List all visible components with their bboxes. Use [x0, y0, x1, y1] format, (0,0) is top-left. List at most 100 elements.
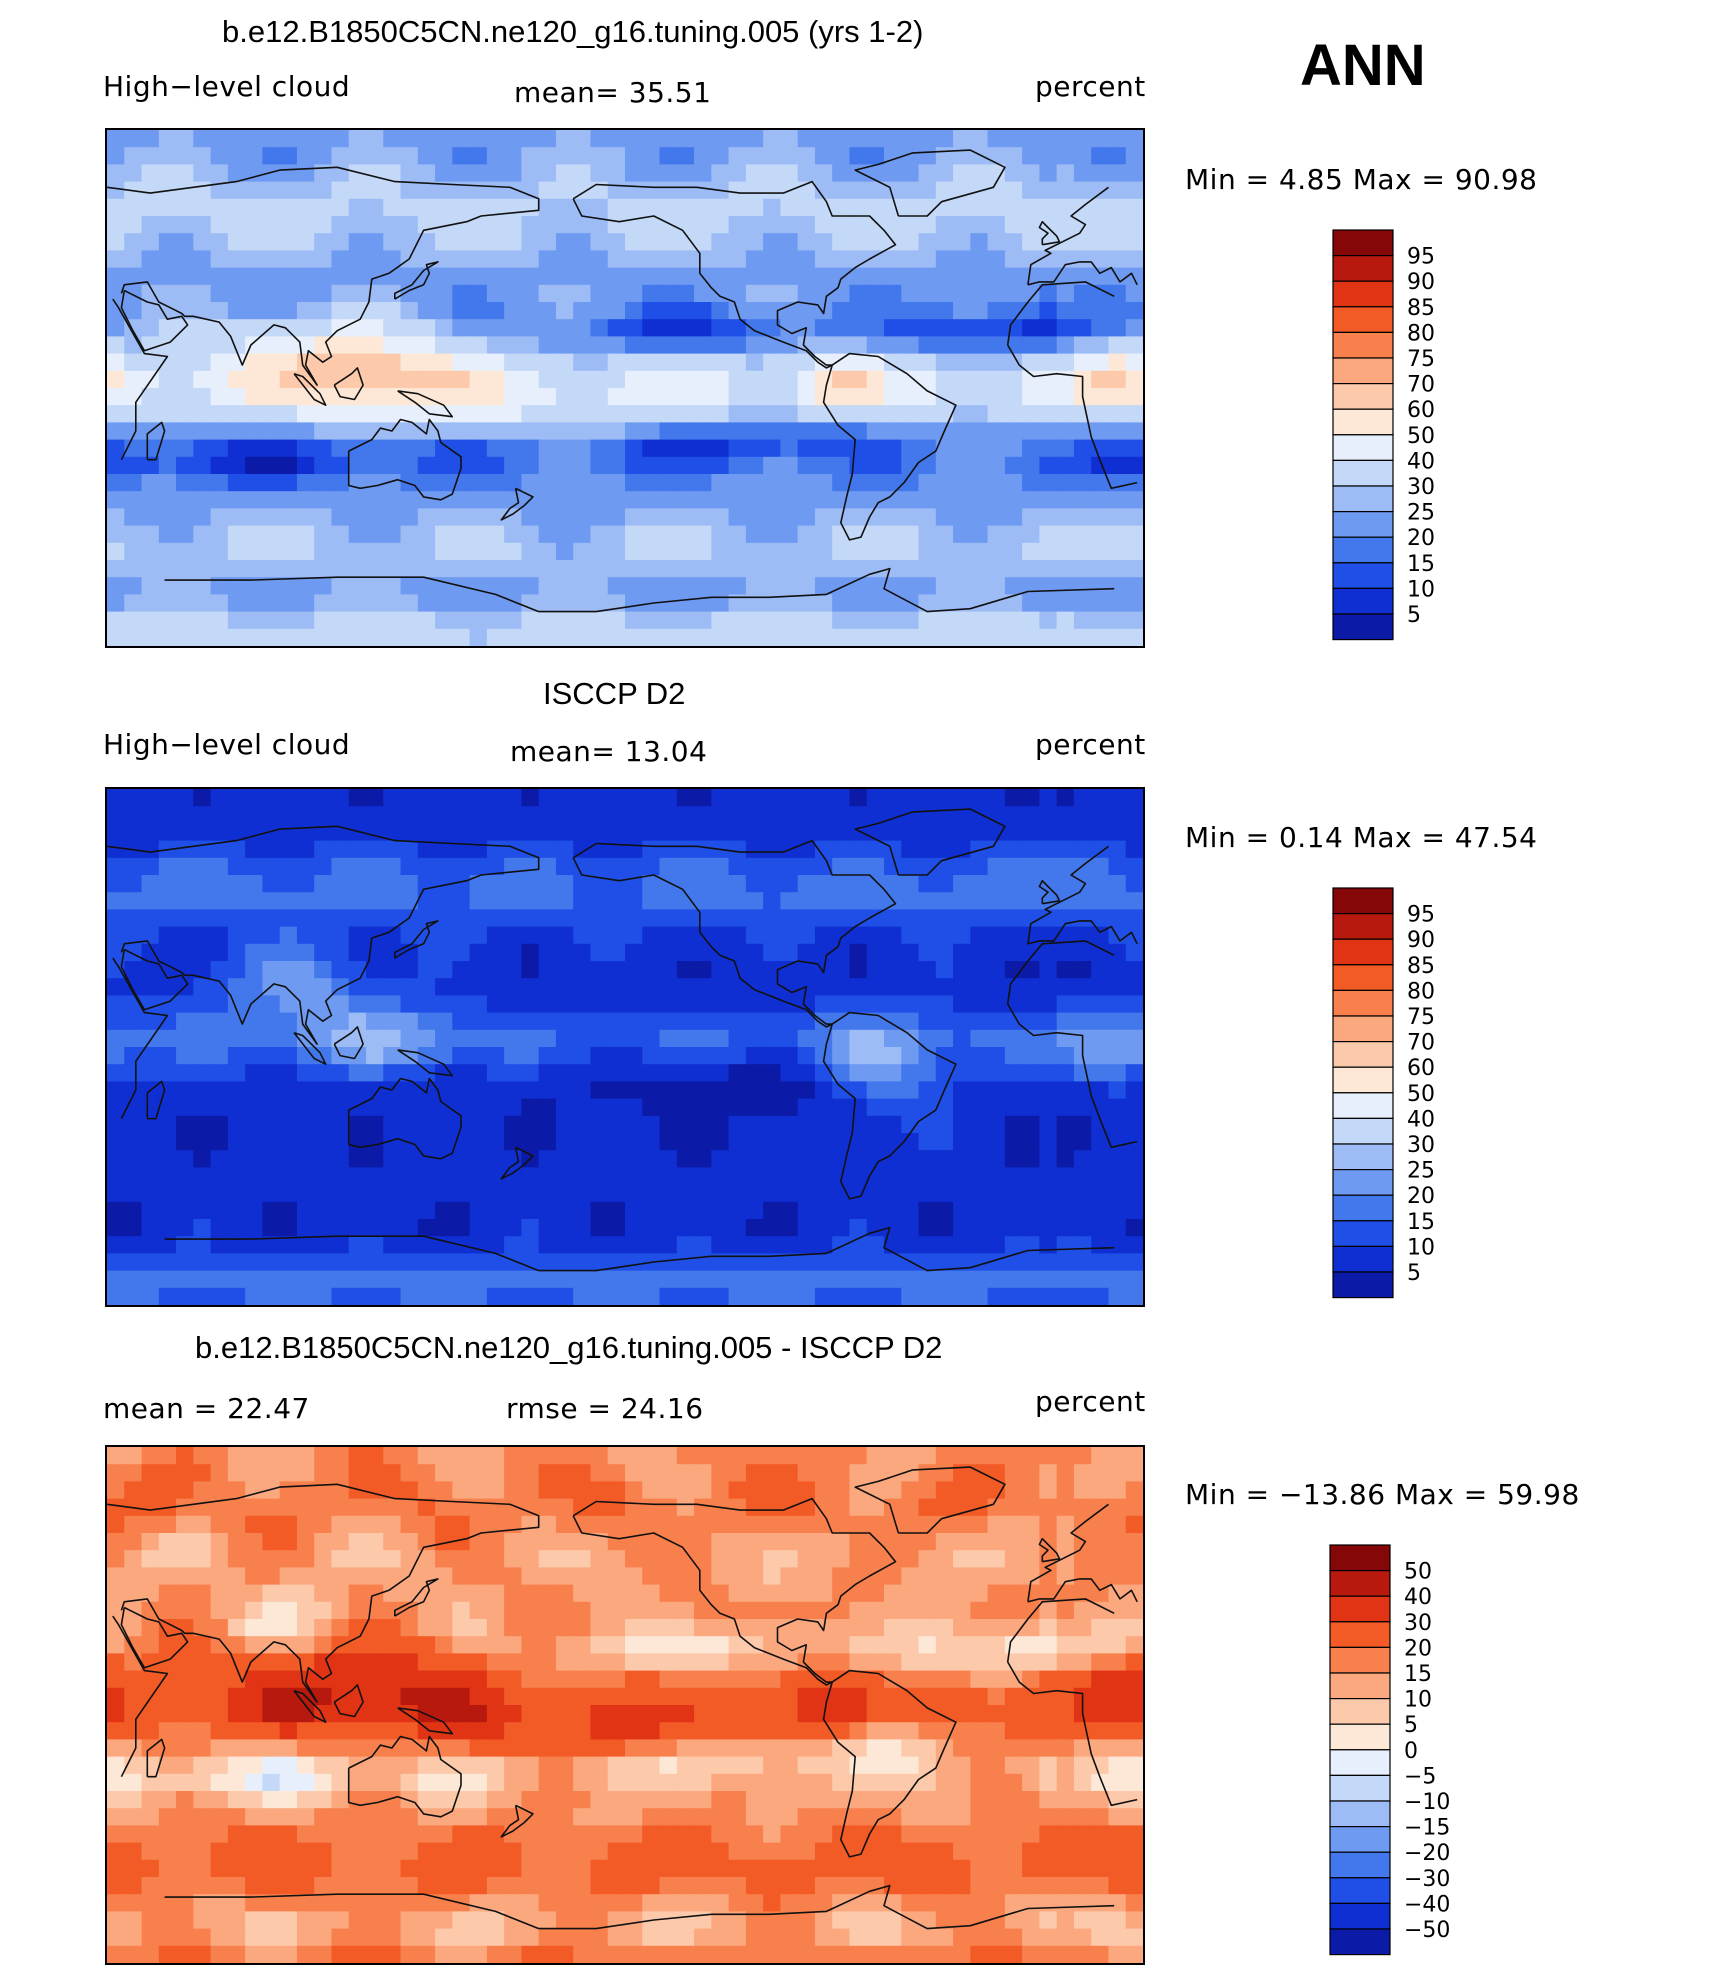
field-cell: [642, 560, 661, 578]
field-cell: [797, 594, 816, 613]
field-cell: [296, 1464, 315, 1482]
field-cell: [452, 130, 471, 148]
field-cell: [1039, 1253, 1058, 1272]
field-cell: [124, 233, 143, 251]
field-cell: [176, 267, 194, 286]
field-cell: [745, 978, 764, 996]
field-cell: [348, 1791, 367, 1809]
field-cell: [711, 491, 730, 509]
field-cell: [383, 1115, 402, 1134]
field-cell: [555, 1756, 574, 1775]
field-cell: [227, 1270, 246, 1289]
field-cell: [642, 892, 661, 910]
field-cell: [469, 422, 488, 441]
field-cell: [590, 439, 609, 458]
field-cell: [1073, 577, 1092, 595]
field-cell: [866, 198, 885, 217]
field-cell: [625, 1081, 643, 1100]
field-cell: [745, 388, 764, 406]
field-cell: [435, 892, 453, 910]
field-cell: [659, 1636, 678, 1654]
field-cell: [884, 267, 902, 286]
field-cell: [486, 474, 505, 492]
field-cell: [504, 508, 522, 527]
field-cell: [832, 1012, 851, 1031]
field-cell: [694, 198, 712, 217]
field-cell: [555, 1253, 574, 1272]
field-cell: [176, 302, 194, 320]
field-cell: [1073, 147, 1092, 165]
field-cell: [366, 439, 384, 458]
field-cell: [625, 1012, 643, 1031]
field-cell: [590, 1150, 609, 1168]
field-cell: [970, 439, 989, 458]
field-cell: [970, 1773, 989, 1792]
field-cell: [245, 542, 263, 561]
colorbar-tick-label: −30: [1404, 1867, 1450, 1892]
field-cell: [141, 840, 160, 859]
field-cell: [124, 1287, 143, 1305]
field-cell: [245, 1047, 263, 1065]
field-cell: [866, 857, 885, 876]
field-cell: [676, 1219, 695, 1237]
field-cell: [694, 1550, 712, 1568]
field-cell: [832, 284, 851, 303]
field-cell: [676, 1498, 695, 1517]
field-cell: [659, 875, 678, 893]
field-cell: [590, 1133, 609, 1151]
field-cell: [935, 542, 954, 561]
field-cell: [279, 1270, 298, 1289]
field-cell: [832, 1498, 851, 1517]
field-cell: [538, 823, 557, 842]
field-cell: [245, 577, 263, 595]
field-cell: [124, 1253, 143, 1272]
field-cell: [728, 542, 747, 561]
field-cell: [227, 1115, 246, 1134]
field-cell: [141, 1567, 160, 1586]
field-cell: [158, 909, 177, 928]
field-cell: [227, 1098, 246, 1117]
field-cell: [348, 1653, 367, 1672]
field-cell: [245, 1636, 263, 1654]
field-cell: [814, 1447, 833, 1465]
field-cell: [1039, 198, 1058, 217]
field-cell: [1004, 1115, 1023, 1134]
field-cell: [694, 422, 712, 441]
field-cell: [1056, 474, 1075, 492]
field-cell: [469, 1133, 488, 1151]
field-cell: [711, 875, 730, 893]
field-cell: [383, 164, 402, 183]
field-cell: [141, 594, 160, 613]
field-cell: [918, 284, 937, 303]
field-cell: [797, 943, 816, 962]
field-cell: [107, 1498, 125, 1517]
field-cell: [763, 525, 781, 544]
field-cell: [486, 456, 505, 475]
field-cell: [555, 302, 574, 320]
field-cell: [262, 1201, 281, 1220]
field-cell: [1108, 1756, 1127, 1775]
field-cell: [1108, 491, 1127, 509]
field-cell: [884, 336, 902, 355]
field-cell: [918, 456, 937, 475]
field-cell: [435, 1115, 453, 1134]
field-cell: [797, 250, 816, 269]
field-cell: [1004, 181, 1023, 200]
field-cell: [538, 560, 557, 578]
field-cell: [607, 1012, 626, 1031]
field-cell: [728, 978, 747, 996]
field-cell: [331, 233, 350, 251]
field-cell: [176, 840, 194, 859]
field-cell: [504, 1287, 522, 1305]
field-cell: [866, 542, 885, 561]
field-cell: [780, 456, 799, 475]
field-cell: [953, 875, 971, 893]
field-cell: [832, 926, 851, 945]
field-cell: [331, 875, 350, 893]
field-cell: [366, 1098, 384, 1117]
colorbar-box: [1332, 964, 1394, 991]
field-cell: [590, 491, 609, 509]
field-cell: [728, 1722, 747, 1740]
field-cell: [849, 875, 868, 893]
field-cell: [935, 1498, 954, 1517]
